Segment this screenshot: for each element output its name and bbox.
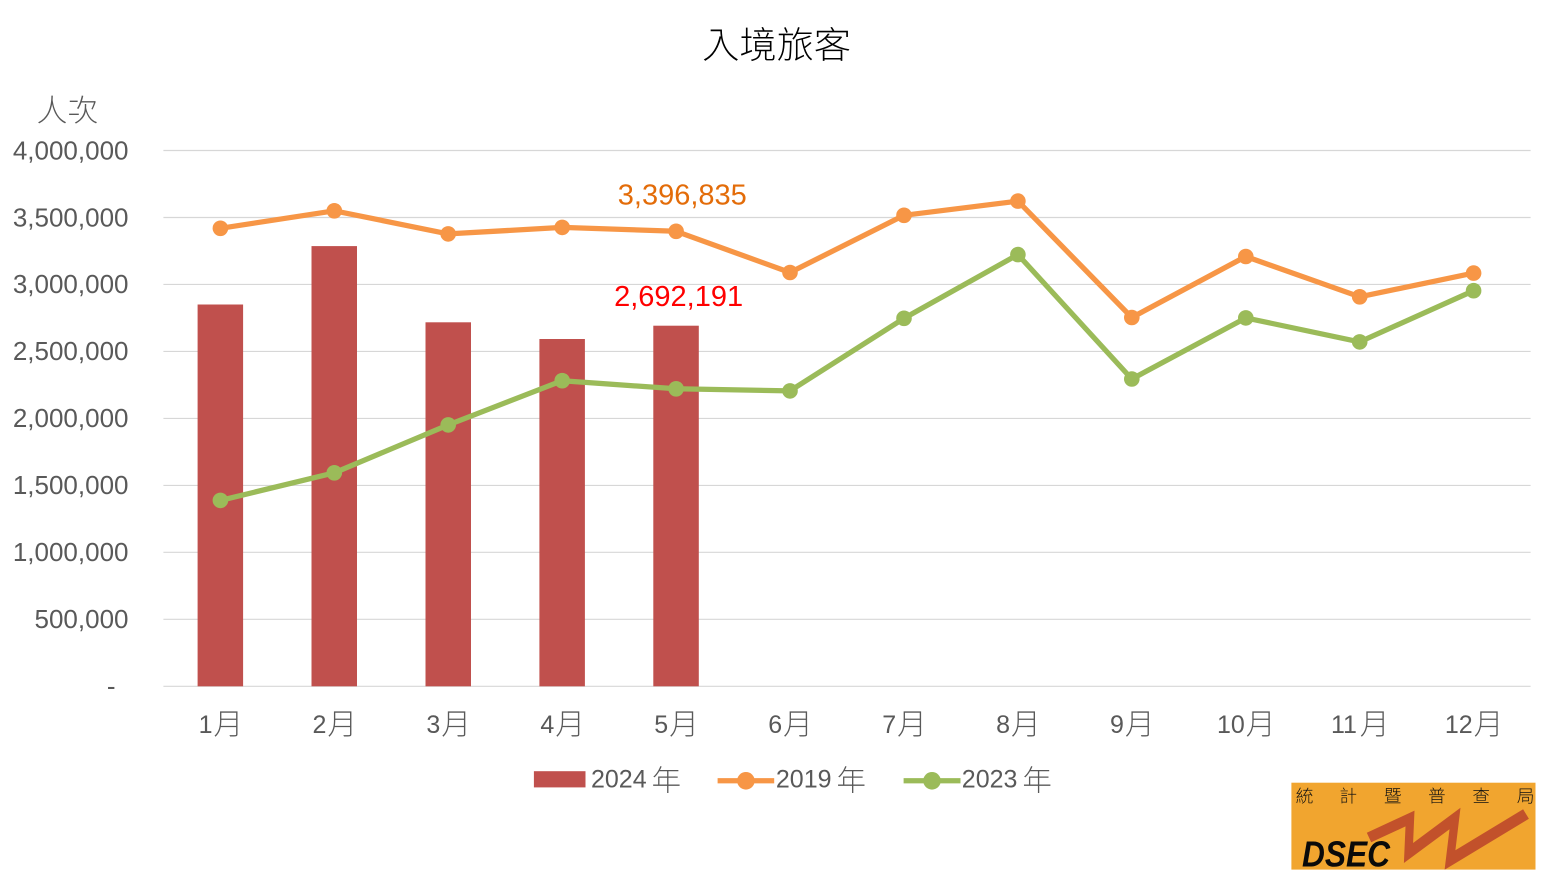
svg-text:1,500,000: 1,500,000 [13, 470, 129, 500]
svg-text:2024: 2024 [591, 766, 647, 794]
svg-text:2,500,000: 2,500,000 [13, 336, 129, 366]
svg-text:8: 8 [996, 711, 1010, 739]
svg-text:500,000: 500,000 [35, 604, 129, 634]
svg-text:2: 2 [313, 711, 327, 739]
svg-text:9: 9 [1110, 711, 1124, 739]
svg-text:6: 6 [768, 711, 782, 739]
svg-text:-: - [107, 671, 116, 701]
svg-text:1: 1 [199, 711, 213, 739]
svg-text:2023: 2023 [962, 766, 1018, 794]
svg-text:12: 12 [1445, 711, 1473, 739]
svg-text:10: 10 [1217, 711, 1245, 739]
svg-text:7: 7 [882, 711, 896, 739]
svg-text:DSEC: DSEC [1302, 834, 1391, 875]
svg-text:3,000,000: 3,000,000 [13, 269, 129, 299]
svg-text:2,000,000: 2,000,000 [13, 403, 129, 433]
svg-text:3,396,835: 3,396,835 [618, 180, 747, 212]
svg-text:4: 4 [540, 711, 554, 739]
svg-text:3,500,000: 3,500,000 [13, 202, 129, 232]
svg-text:11: 11 [1331, 711, 1357, 739]
svg-text:1,000,000: 1,000,000 [13, 537, 129, 567]
svg-text:2019: 2019 [776, 766, 832, 794]
svg-text:4,000,000: 4,000,000 [13, 135, 129, 165]
svg-text:5: 5 [654, 711, 668, 739]
svg-text:2,692,191: 2,692,191 [614, 281, 743, 313]
svg-text:3: 3 [426, 711, 440, 739]
